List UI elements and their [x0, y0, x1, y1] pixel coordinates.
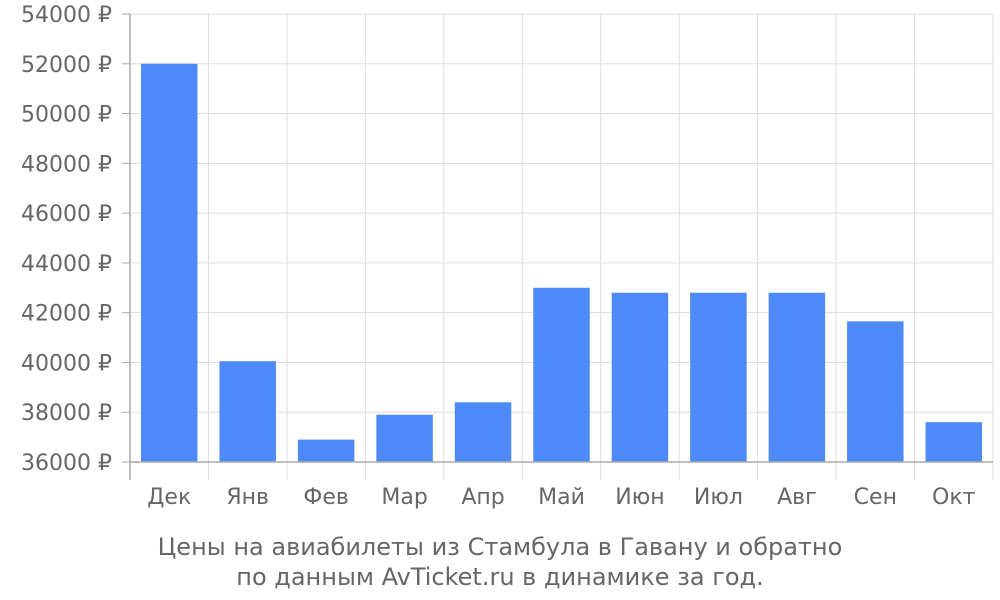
bar-2 [219, 361, 276, 462]
bar-7 [611, 292, 669, 462]
y-tick-label: 42000 ₽ [21, 302, 112, 327]
bars [140, 63, 983, 463]
chart-caption-line-1: Цены на авиабилеты из Стамбула в Гавану … [157, 533, 843, 561]
x-tick-label: Июн [615, 485, 664, 510]
x-tick-labels: Дек Янв Фев Мар Апр Май Июн Июл Авг Сен Окт [147, 485, 975, 510]
grid-lines [130, 13, 994, 463]
y-tick-label: 48000 ₽ [21, 152, 112, 177]
y-tick-label: 54000 ₽ [21, 3, 112, 28]
x-tick-label: Июл [694, 485, 743, 510]
bar-8 [690, 292, 747, 462]
y-tick-label: 46000 ₽ [21, 202, 112, 227]
axes [122, 13, 994, 480]
bar-9 [768, 292, 826, 462]
x-tick-label: Окт [932, 485, 976, 510]
bar-5 [454, 402, 512, 462]
bar-11 [925, 422, 983, 462]
bar-3 [297, 439, 355, 462]
x-tick-label: Янв [226, 485, 269, 510]
x-tick-label: Сен [854, 485, 897, 510]
x-tick-label: Авг [777, 485, 817, 510]
y-tick-label: 40000 ₽ [21, 351, 112, 376]
x-tick-label: Фев [303, 485, 348, 510]
x-tick-label: Апр [461, 485, 504, 510]
y-tick-label: 44000 ₽ [21, 252, 112, 277]
y-tick-label: 50000 ₽ [21, 103, 112, 128]
chart-caption-line-2: по данным AvTicket.ru в динамике за год. [236, 563, 764, 591]
y-tick-label: 36000 ₽ [21, 451, 112, 476]
bar-10 [847, 321, 904, 462]
y-tick-label: 52000 ₽ [21, 53, 112, 78]
bar-1 [140, 63, 198, 463]
bar-chart: 36000 ₽ 38000 ₽ 40000 ₽ 42000 ₽ 44000 ₽ 46000… [21, 3, 994, 510]
x-tick-label: Дек [147, 485, 191, 510]
y-tick-labels: 36000 ₽ 38000 ₽ 40000 ₽ 42000 ₽ 44000 ₽ 46000… [21, 3, 112, 476]
bar-4 [376, 414, 433, 462]
bar-6 [533, 287, 590, 462]
x-tick-label: Мар [381, 485, 427, 510]
x-tick-label: Май [538, 485, 585, 510]
y-tick-label: 38000 ₽ [21, 401, 112, 426]
